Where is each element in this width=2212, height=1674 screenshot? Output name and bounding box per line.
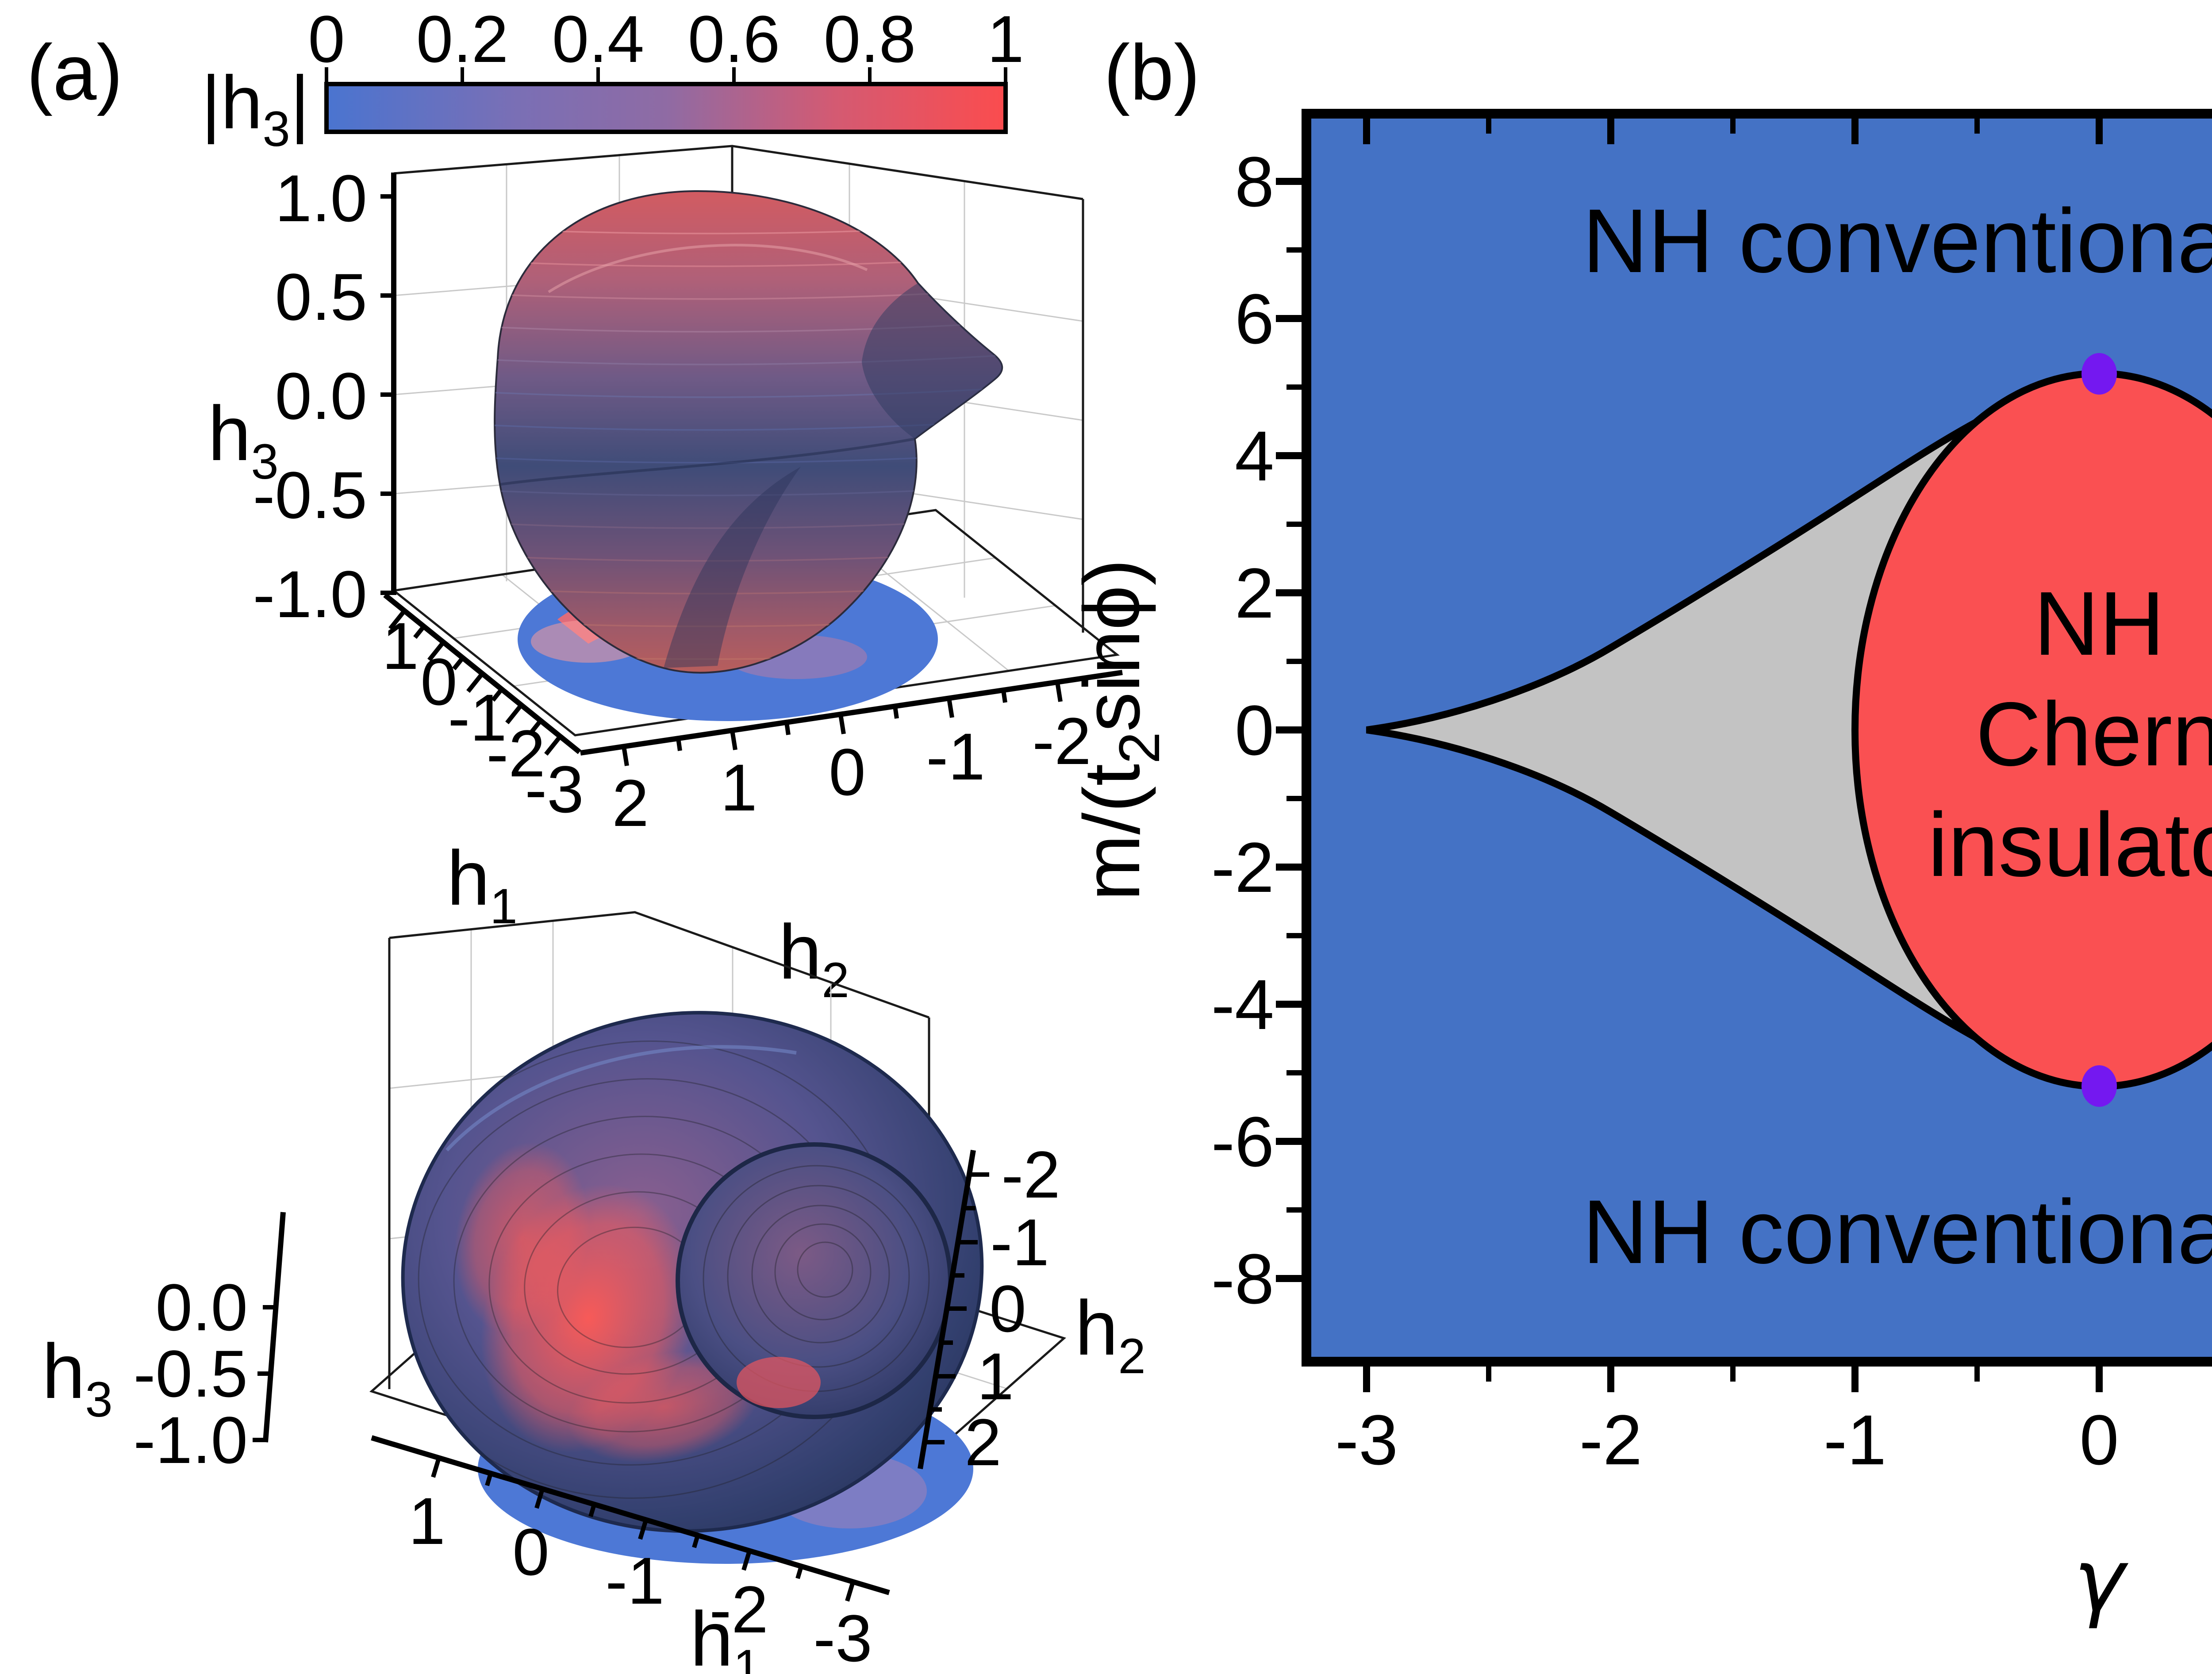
plot3d-bottom-h1-axis: 1 0 -1 -2 -3 h1 [371, 1435, 890, 1674]
bot-h1-axis-title: h1 [690, 1596, 761, 1674]
top-h1-axis-title: h1 [447, 835, 518, 934]
plot3d-top-surface-highlight [548, 244, 868, 293]
panel-a-label: (a) [27, 28, 123, 116]
bot-z-tick-0: 0.0 [155, 1270, 248, 1344]
b-x-tick-2: -1 [1824, 1400, 1886, 1479]
plot3d-top-h2-axis: 2 1 0 -1 -2 h2 [580, 670, 1123, 1008]
colorbar: 0 0.2 0.4 0.6 0.8 1 |h3| [201, 2, 1024, 157]
bot-h2-tick-0: -2 [1001, 1137, 1060, 1212]
region-label-bottom: NH conventional insulator [1582, 1181, 2212, 1282]
b-y-tick-1: 6 [1235, 279, 1274, 358]
bot-h1-tick-1: 0 [512, 1515, 549, 1589]
top-h1-tick-4: -3 [525, 752, 584, 826]
bot-h2-tick-4: 2 [964, 1405, 1001, 1479]
bot-h1-tick-2: -1 [605, 1543, 664, 1618]
top-h2-tick-0: 2 [612, 766, 649, 840]
plot3d-bottom-rim-highlight [445, 1045, 797, 1152]
bot-z-tick-2: -1.0 [134, 1403, 248, 1477]
phase-diagram-x-tick-labels: -3 -2 -1 0 1 2 3 [1335, 1400, 2119, 1479]
top-z-tick-3: -0.5 [253, 458, 367, 532]
b-y-tick-5: -2 [1211, 828, 1274, 907]
colorbar-tick-1: 0.2 [416, 2, 509, 76]
b-y-tick-0: 8 [1235, 142, 1274, 221]
top-z-tick-0: 1.0 [275, 161, 367, 235]
phase-diagram-ticks [1276, 119, 2103, 1392]
b-x-tick-0: -3 [1335, 1400, 1398, 1479]
panel-b-label: (b) [1104, 28, 1200, 116]
region-label-center-3: insulator [1928, 794, 2212, 895]
transition-point-bottom [2081, 1065, 2117, 1107]
colorbar-tick-0: 0 [308, 2, 345, 76]
top-h2-tick-3: -1 [926, 719, 985, 794]
bot-z-tick-1: -0.5 [134, 1336, 248, 1411]
plot3d-bottom-z-axis: 0.0 -0.5 -1.0 h3 [42, 1212, 286, 1477]
panel-a: (a) 0 0.2 0.4 0.6 0.8 1 |h3| [27, 2, 1146, 1674]
phase-diagram-y-tick-labels: 8 6 4 2 0 -2 -4 -6 -8 [1211, 142, 1274, 1318]
bot-h1-tick-4: -3 [813, 1601, 872, 1674]
bot-h1-tick-0: 1 [408, 1484, 445, 1558]
colorbar-tick-3: 0.6 [688, 2, 780, 76]
b-x-axis-title: γ [2074, 1530, 2128, 1631]
bot-z-axis-title: h3 [42, 1328, 113, 1427]
top-z-tick-2: 0.0 [275, 359, 367, 433]
bot-h2-axis-title: h2 [1075, 1285, 1146, 1384]
plot3d-bottom-surface [382, 1011, 984, 1533]
top-h1-tick-3: -2 [486, 716, 545, 791]
bot-h2-tick-2: 0 [989, 1271, 1026, 1346]
region-label-center-2: Chern [1976, 683, 2212, 785]
colorbar-title: |h3| [201, 61, 310, 157]
b-y-tick-6: -4 [1211, 965, 1274, 1044]
top-z-tick-1: 0.5 [275, 260, 367, 334]
colorbar-tick-4: 0.8 [824, 2, 916, 76]
region-label-top: NH conventional insulator [1582, 190, 2212, 292]
colorbar-gradient-bar [324, 82, 1008, 134]
b-x-tick-3: 0 [2080, 1400, 2119, 1479]
b-y-tick-3: 2 [1235, 553, 1274, 633]
colorbar-ticks [325, 67, 1007, 84]
b-x-tick-1: -2 [1579, 1400, 1642, 1479]
top-h2-axis-title: h2 [779, 909, 849, 1008]
transition-point-top [2081, 353, 2117, 395]
bot-h2-tick-3: 1 [977, 1339, 1014, 1413]
top-h1-tick-1: 0 [420, 645, 457, 719]
top-h2-tick-2: 0 [829, 735, 865, 809]
b-y-tick-4: 0 [1235, 691, 1274, 770]
plot3d-top: 1.0 0.5 0.0 -0.5 -1.0 h3 1 0 -1 -2 -3 h1 [208, 145, 1123, 1008]
b-y-tick-2: 4 [1235, 416, 1274, 495]
b-y-tick-8: -8 [1211, 1239, 1274, 1318]
top-z-tick-4: -1.0 [253, 557, 367, 631]
plot3d-bottom-bowl-red-spot [737, 1357, 821, 1408]
top-z-axis-title: h3 [208, 391, 279, 489]
plot3d-top-z-axis: 1.0 0.5 0.0 -0.5 -1.0 h3 [208, 161, 396, 631]
plot3d-top-h1-axis: 1 0 -1 -2 -3 h1 [382, 593, 584, 934]
top-h1-tick-2: -1 [448, 680, 507, 755]
colorbar-tick-2: 0.4 [552, 2, 645, 76]
plot3d-bottom-h2-axis: -2 -1 0 1 2 h2 [918, 1137, 1146, 1479]
plot3d-top-surface [494, 190, 1003, 674]
top-h2-tick-1: 1 [720, 750, 757, 825]
top-h2-tick-4: -2 [1032, 704, 1091, 778]
b-y-axis-title: m/(t2sinϕ) [1068, 559, 1171, 901]
region-label-center-1: NH [2034, 573, 2165, 674]
plot3d-top-surface-fold-inner [664, 467, 801, 668]
plot3d-top-surface-fold-dark [862, 283, 1002, 439]
top-h1-tick-0: 1 [382, 609, 419, 683]
bot-h2-tick-1: -1 [990, 1205, 1049, 1279]
b-y-tick-7: -6 [1211, 1102, 1274, 1181]
panel-b: (b) NH conventional insulator NH convent… [1068, 28, 2212, 1631]
colorbar-tick-5: 1 [987, 2, 1024, 76]
plot3d-bottom: 0.0 -0.5 -1.0 h3 1 0 -1 -2 -3 h1 -2 [42, 911, 1146, 1674]
bot-h1-tick-3: -2 [709, 1572, 768, 1647]
